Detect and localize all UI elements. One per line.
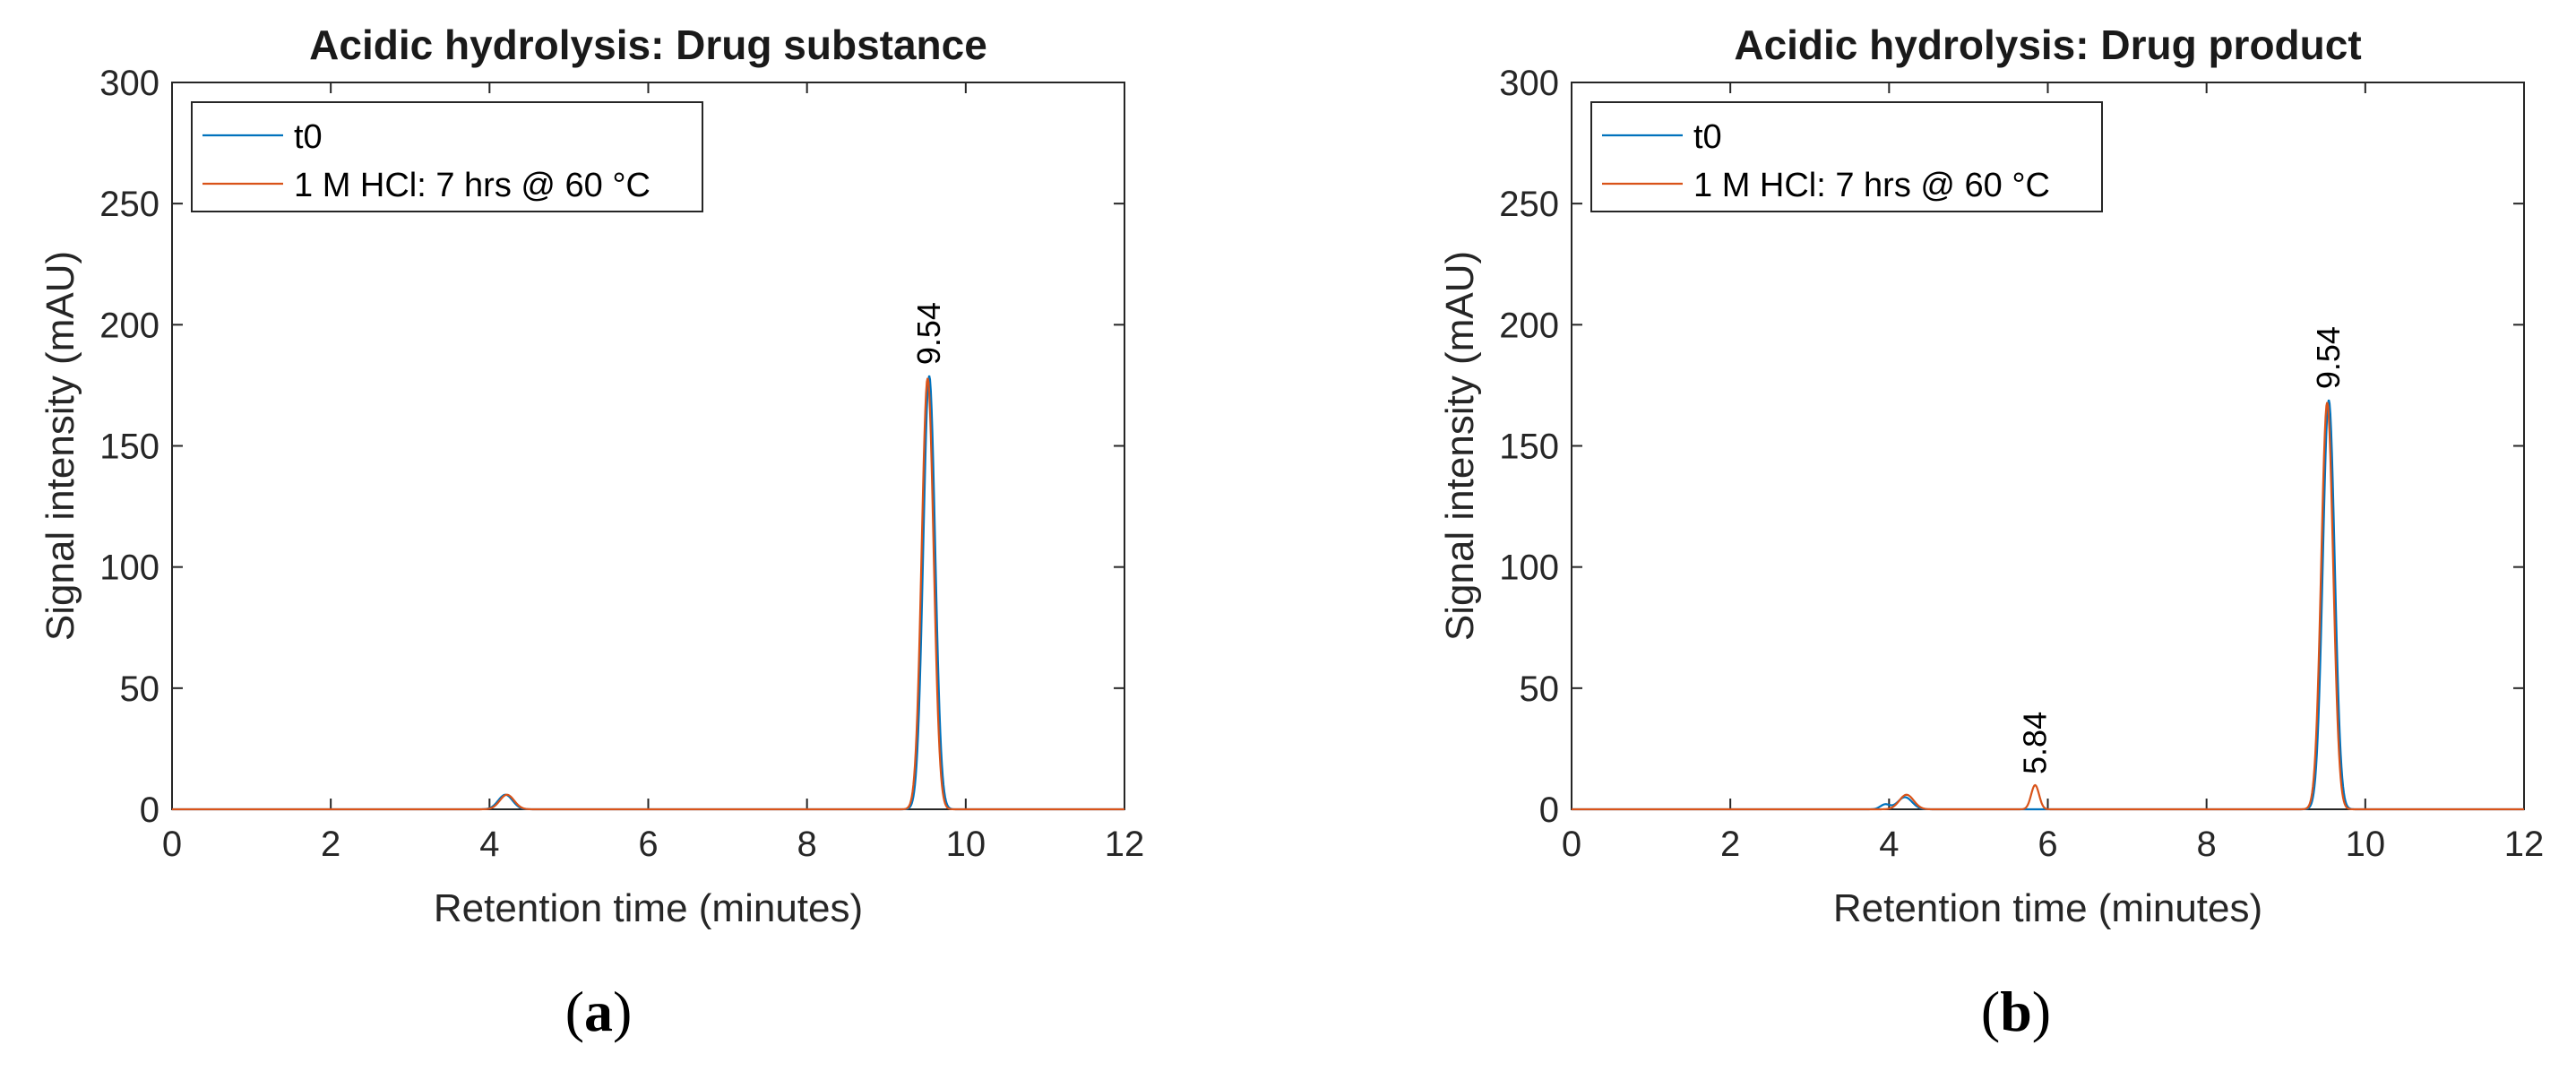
y-tick-label: 300 [1499, 64, 1559, 103]
peak-annotation: 5.84 [2016, 712, 2053, 774]
chart-panel-a: 0 2 4 6 8 10 12 0 50 100 150 200 250 300 9.54 Acidic hy… [39, 22, 1144, 1043]
x-tick-label: 6 [638, 825, 658, 864]
legend-box [191, 101, 703, 212]
peak-annotation: 9.54 [910, 302, 947, 365]
chart-title: Acidic hydrolysis: Drug product [1734, 22, 2361, 68]
panel-label: (b) [1981, 980, 2051, 1043]
y-tick-label: 50 [120, 669, 160, 709]
y-axis-label: Signal intensity (mAU) [39, 251, 82, 641]
legend-entry-label: 1 M HCl: 7 hrs @ 60 °C [294, 167, 650, 204]
x-tick-label: 4 [1879, 825, 1899, 864]
y-tick-label: 0 [1539, 790, 1559, 830]
x-axis-label: Retention time (minutes) [434, 886, 863, 930]
y-tick-label: 0 [140, 790, 159, 830]
x-tick-label: 6 [2038, 825, 2057, 864]
x-tick-label: 8 [2197, 825, 2217, 864]
peak-annotation: 9.54 [2310, 326, 2347, 389]
chart-panel-b: 0 2 4 6 8 10 12 0 50 100 150 200 250 300 5.84 9.54 Acidi… [1438, 22, 2544, 1043]
legend-entry-label: t0 [1693, 118, 1722, 156]
legend-entry-label: t0 [294, 118, 323, 156]
series-line-hcl [172, 377, 1124, 811]
x-tick-label: 12 [2504, 825, 2545, 864]
panel-letter: a [584, 980, 613, 1043]
x-tick-label: 4 [479, 825, 499, 864]
x-tick-label: 10 [2346, 825, 2386, 864]
x-tick-label: 2 [321, 825, 340, 864]
y-tick-label: 150 [99, 428, 159, 467]
y-tick-label: 250 [1499, 185, 1559, 224]
legend: t0 1 M HCl: 7 hrs @ 60 °C [191, 101, 703, 212]
x-tick-label: 0 [162, 825, 182, 864]
y-tick-label: 200 [99, 306, 159, 345]
legend-entry-label: 1 M HCl: 7 hrs @ 60 °C [1693, 167, 2050, 204]
y-axis-label: Signal intensity (mAU) [1438, 251, 1482, 641]
y-tick-label: 100 [1499, 548, 1559, 588]
panel-label: (a) [565, 980, 633, 1043]
chart-title: Acidic hydrolysis: Drug substance [309, 22, 987, 68]
y-tick-label: 150 [1499, 428, 1559, 467]
legend-box [1590, 101, 2103, 212]
y-tick-label: 100 [99, 548, 159, 588]
y-tick-label: 300 [99, 64, 159, 103]
x-tick-label: 0 [1562, 825, 1581, 864]
x-tick-label: 12 [1105, 825, 1145, 864]
series-line-hcl [1572, 402, 2524, 811]
x-axis-label: Retention time (minutes) [1833, 886, 2262, 930]
y-tick-label: 250 [99, 185, 159, 224]
x-tick-label: 2 [1720, 825, 1740, 864]
x-tick-label: 8 [797, 825, 817, 864]
panel-letter: b [2000, 980, 2032, 1043]
legend: t0 1 M HCl: 7 hrs @ 60 °C [1590, 101, 2103, 212]
x-tick-label: 10 [946, 825, 986, 864]
y-tick-label: 200 [1499, 306, 1559, 345]
y-tick-label: 50 [1520, 669, 1560, 709]
